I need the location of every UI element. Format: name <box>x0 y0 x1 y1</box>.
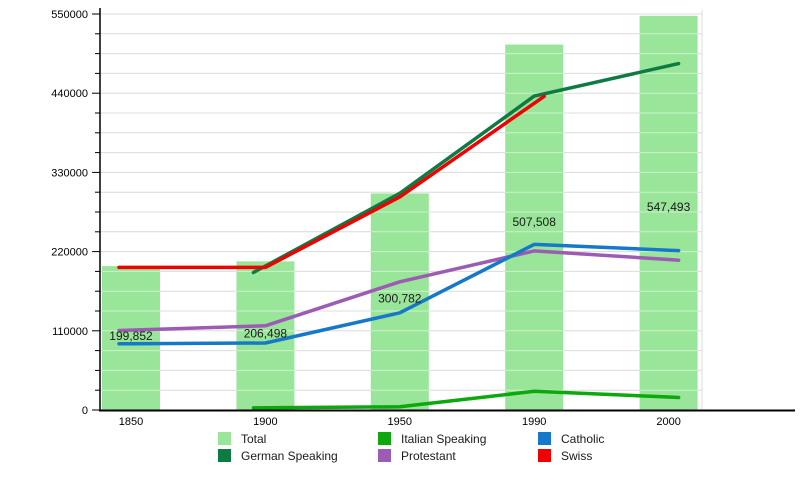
bar-value-label: 547,493 <box>647 200 691 214</box>
legend-label-italian-speaking: Italian Speaking <box>401 432 486 446</box>
y-tick-label: 0 <box>82 405 88 417</box>
x-tick-label: 2000 <box>656 416 680 428</box>
bar-value-label: 206,498 <box>244 326 288 340</box>
line-italian-speaking <box>251 389 681 410</box>
x-tick-label: 1950 <box>388 416 412 428</box>
bar-1900 <box>236 261 295 410</box>
line-catholic <box>117 242 681 346</box>
y-tick-label: 330000 <box>51 167 88 179</box>
bar-value-label: 507,508 <box>513 215 557 229</box>
legend-label-swiss: Swiss <box>561 449 592 463</box>
bar-1990 <box>505 44 564 410</box>
legend-swatch-total <box>218 432 231 445</box>
bar-1850 <box>102 266 160 410</box>
y-tick-label: 220000 <box>51 247 88 259</box>
legend-swatch-protestant <box>378 449 391 462</box>
bar-2000 <box>639 15 698 410</box>
y-tick-label: 110000 <box>52 326 88 338</box>
y-tick-label: 550000 <box>51 9 88 21</box>
legend-label-german-speaking: German Speaking <box>241 449 338 463</box>
y-tick-label: 440000 <box>51 88 88 100</box>
legend-label-total: Total <box>241 432 266 446</box>
x-tick-label: 1900 <box>253 416 277 428</box>
line-protestant <box>117 249 681 333</box>
line-swiss <box>117 94 546 270</box>
x-tick-label: 1990 <box>522 416 546 428</box>
x-tick-label: 1850 <box>119 416 143 428</box>
legend-swatch-italian-speaking <box>378 432 391 445</box>
legend-label-protestant: Protestant <box>401 449 456 463</box>
legend-swatch-german-speaking <box>218 449 231 462</box>
bar-value-label: 300,782 <box>378 291 422 305</box>
legend-swatch-swiss <box>538 449 551 462</box>
bar-value-label: 199,852 <box>109 329 153 343</box>
legend-label-catholic: Catholic <box>561 432 604 446</box>
legend-swatch-catholic <box>538 432 551 445</box>
